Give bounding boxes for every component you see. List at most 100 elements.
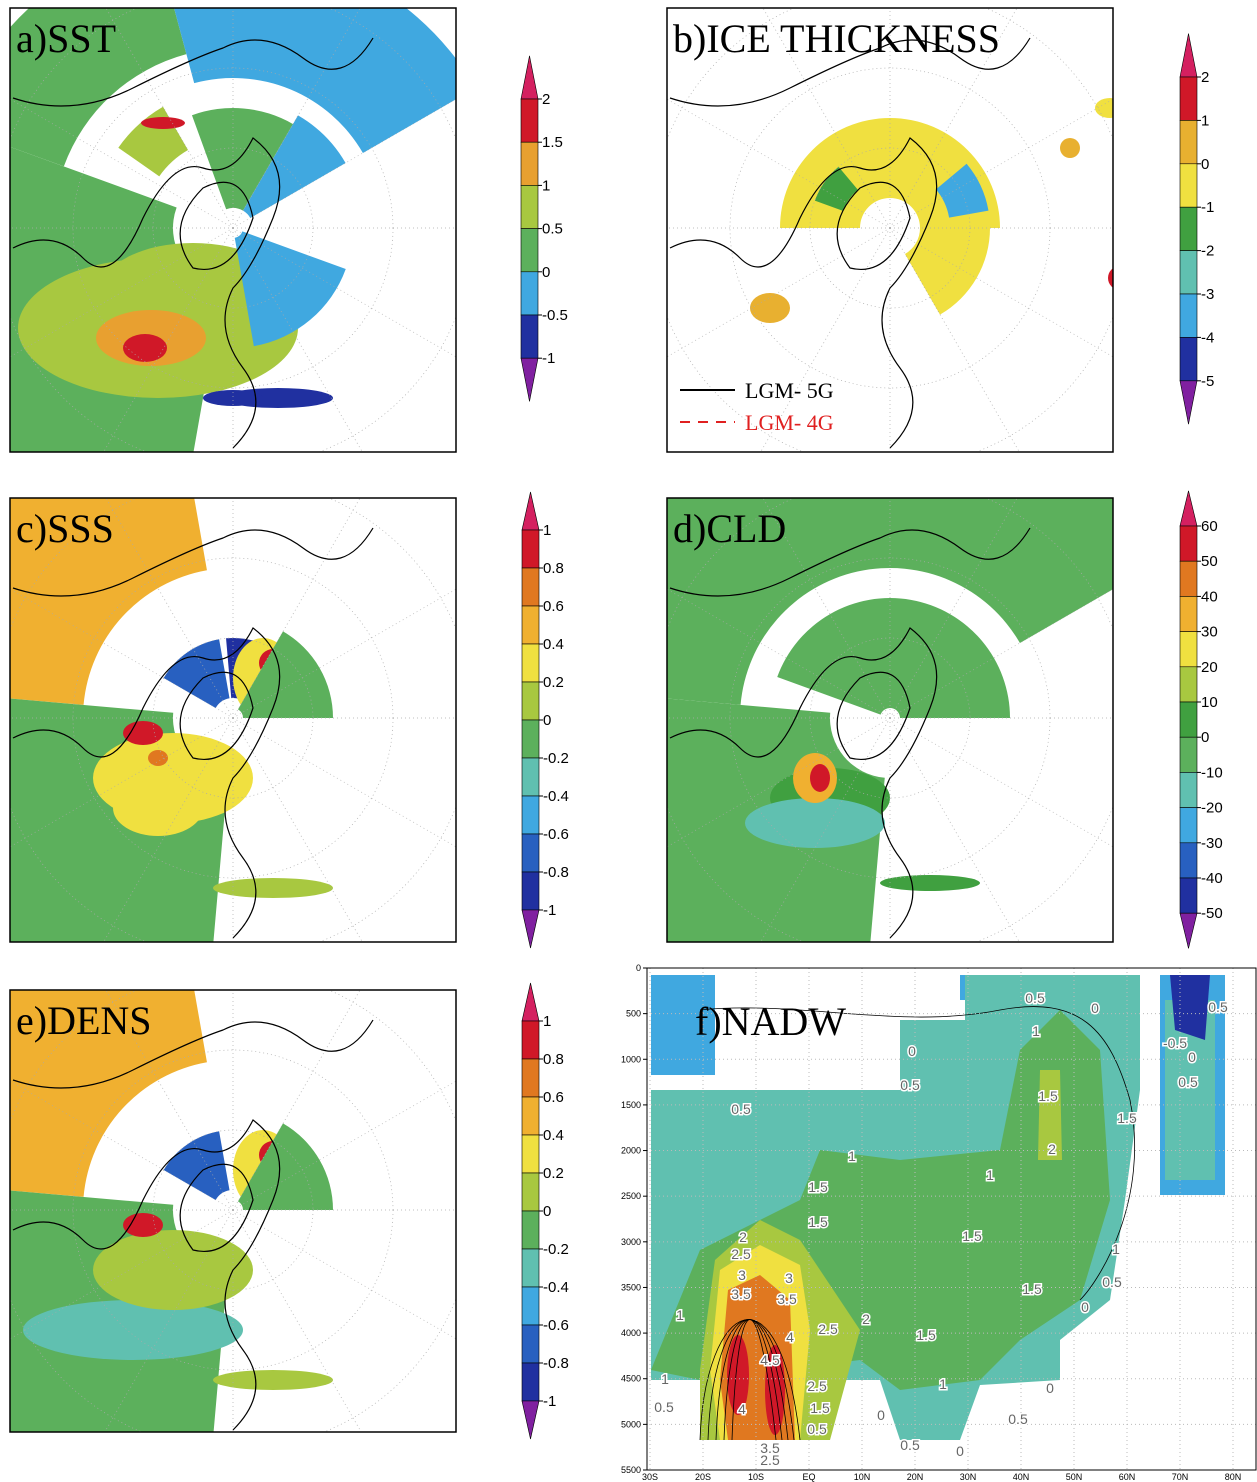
panel-title: c)SSS [16, 506, 114, 551]
plot-frame [646, 967, 1257, 1471]
colorbar-segment [1179, 206, 1198, 251]
colorbar-segment [521, 567, 540, 607]
map-field [243, 115, 346, 218]
y-tick-label: 4000 [621, 1328, 641, 1338]
map-field [777, 598, 1010, 718]
x-tick-label: 50N [1066, 1472, 1083, 1482]
colorbar-triangle [1179, 490, 1198, 527]
contour-label: 3 [785, 1270, 793, 1286]
colorbar-label: -0.8 [543, 864, 569, 881]
colorbar-triangle [521, 982, 540, 1022]
contour-label: 0 [1046, 1380, 1054, 1396]
contour-label: 3 [738, 1267, 746, 1283]
contour-label: 1.5 [810, 1400, 830, 1416]
coastline [12, 1119, 281, 1431]
colorbar-label: 10 [1201, 694, 1218, 711]
colorbar-label: 0 [1201, 729, 1209, 746]
map-field [203, 390, 263, 406]
meridian [762, 498, 891, 719]
coastline [836, 181, 911, 270]
colorbar-label: 0.4 [543, 636, 564, 653]
colorbar-segment [520, 141, 539, 186]
meridian [667, 717, 891, 848]
panel-title: a)SST [16, 16, 116, 61]
coastline [179, 181, 254, 270]
y-tick-label: 2500 [621, 1191, 641, 1201]
contour-label: 1.5 [1022, 1281, 1042, 1297]
coastline [179, 671, 254, 760]
colorbar-segment [521, 1134, 540, 1174]
latitude-circle [667, 8, 1113, 452]
colorbar-segment [1179, 701, 1198, 738]
contour-label: 2.5 [731, 1246, 751, 1262]
contour-label: 2.5 [760, 1452, 780, 1468]
map [667, 498, 1113, 942]
contour-label: 2.5 [818, 1321, 838, 1337]
colorbar-segment [1179, 293, 1198, 338]
contour-label: 2 [1048, 1141, 1056, 1157]
y-tick-label: 4500 [621, 1374, 641, 1384]
colorbar-label: -0.2 [543, 750, 569, 767]
colorbar-label: -3 [1201, 286, 1214, 303]
colorbar-segment [521, 1210, 540, 1250]
meridian [103, 717, 234, 942]
contour-label: 4.5 [760, 1352, 780, 1368]
colorbar-label: -1 [542, 350, 555, 367]
contour-label: 1 [661, 1371, 669, 1387]
y-tick-label: 1500 [621, 1100, 641, 1110]
colorbar-label: 0.6 [543, 1089, 564, 1106]
colorbar-label: 20 [1201, 659, 1218, 676]
colorbar-label: 40 [1201, 588, 1218, 605]
colorbar-segment [1179, 120, 1198, 165]
section-field [651, 975, 715, 1075]
section-field [1165, 1000, 1215, 1180]
contour-label: 0.5 [900, 1437, 920, 1453]
meridian [103, 227, 234, 452]
map-field [123, 1213, 163, 1237]
contour-label: 1 [676, 1307, 684, 1323]
map-field [238, 1123, 333, 1210]
contour-label: 1.5 [916, 1327, 936, 1343]
colorbar-segment [1179, 631, 1198, 668]
meridian [760, 227, 891, 452]
map-field [810, 764, 830, 792]
meridian [232, 588, 456, 719]
contour-label: 0 [1188, 1049, 1196, 1065]
colorbar-segment [521, 1324, 540, 1364]
map-field [123, 721, 163, 745]
contour-label: 1 [1032, 1023, 1040, 1039]
section [647, 975, 1257, 1470]
colorbar-triangle [1179, 912, 1198, 949]
colorbar-label: -0.4 [543, 1279, 569, 1296]
meridian [105, 498, 234, 719]
latitude-circle [570, 0, 1210, 548]
colorbar-label: -0.2 [543, 1241, 569, 1258]
colorbar-segment [521, 833, 540, 873]
panel-title: b)ICE THICKNESS [673, 16, 1000, 61]
contour-label: 0.5 [900, 1077, 920, 1093]
coastline [669, 627, 938, 939]
meridian [232, 227, 363, 452]
contour-label: 0.5 [807, 1421, 827, 1437]
meridian [889, 717, 1020, 942]
colorbar-label: -30 [1201, 835, 1223, 852]
map-field [163, 1131, 230, 1200]
contour-label: 1 [939, 1376, 947, 1392]
contour-label: 1.5 [962, 1228, 982, 1244]
coastline [12, 527, 374, 597]
colorbar-segment [520, 185, 539, 229]
colorbar-segment [521, 719, 540, 759]
panel-frame [9, 497, 457, 943]
colorbar-segment [520, 98, 539, 143]
meridian [232, 717, 456, 848]
map-field [750, 293, 790, 323]
colorbar-segment [521, 1172, 540, 1212]
colorbar-label: 1.5 [542, 134, 563, 151]
map-field [23, 1300, 243, 1360]
colorbar-label: -10 [1201, 764, 1223, 781]
colorbar-segment [1179, 666, 1198, 703]
contour-label: 0 [877, 1407, 885, 1423]
colorbar-label: -0.6 [543, 826, 569, 843]
colorbar-label: 2 [542, 91, 550, 108]
colorbar-segment [520, 228, 539, 273]
